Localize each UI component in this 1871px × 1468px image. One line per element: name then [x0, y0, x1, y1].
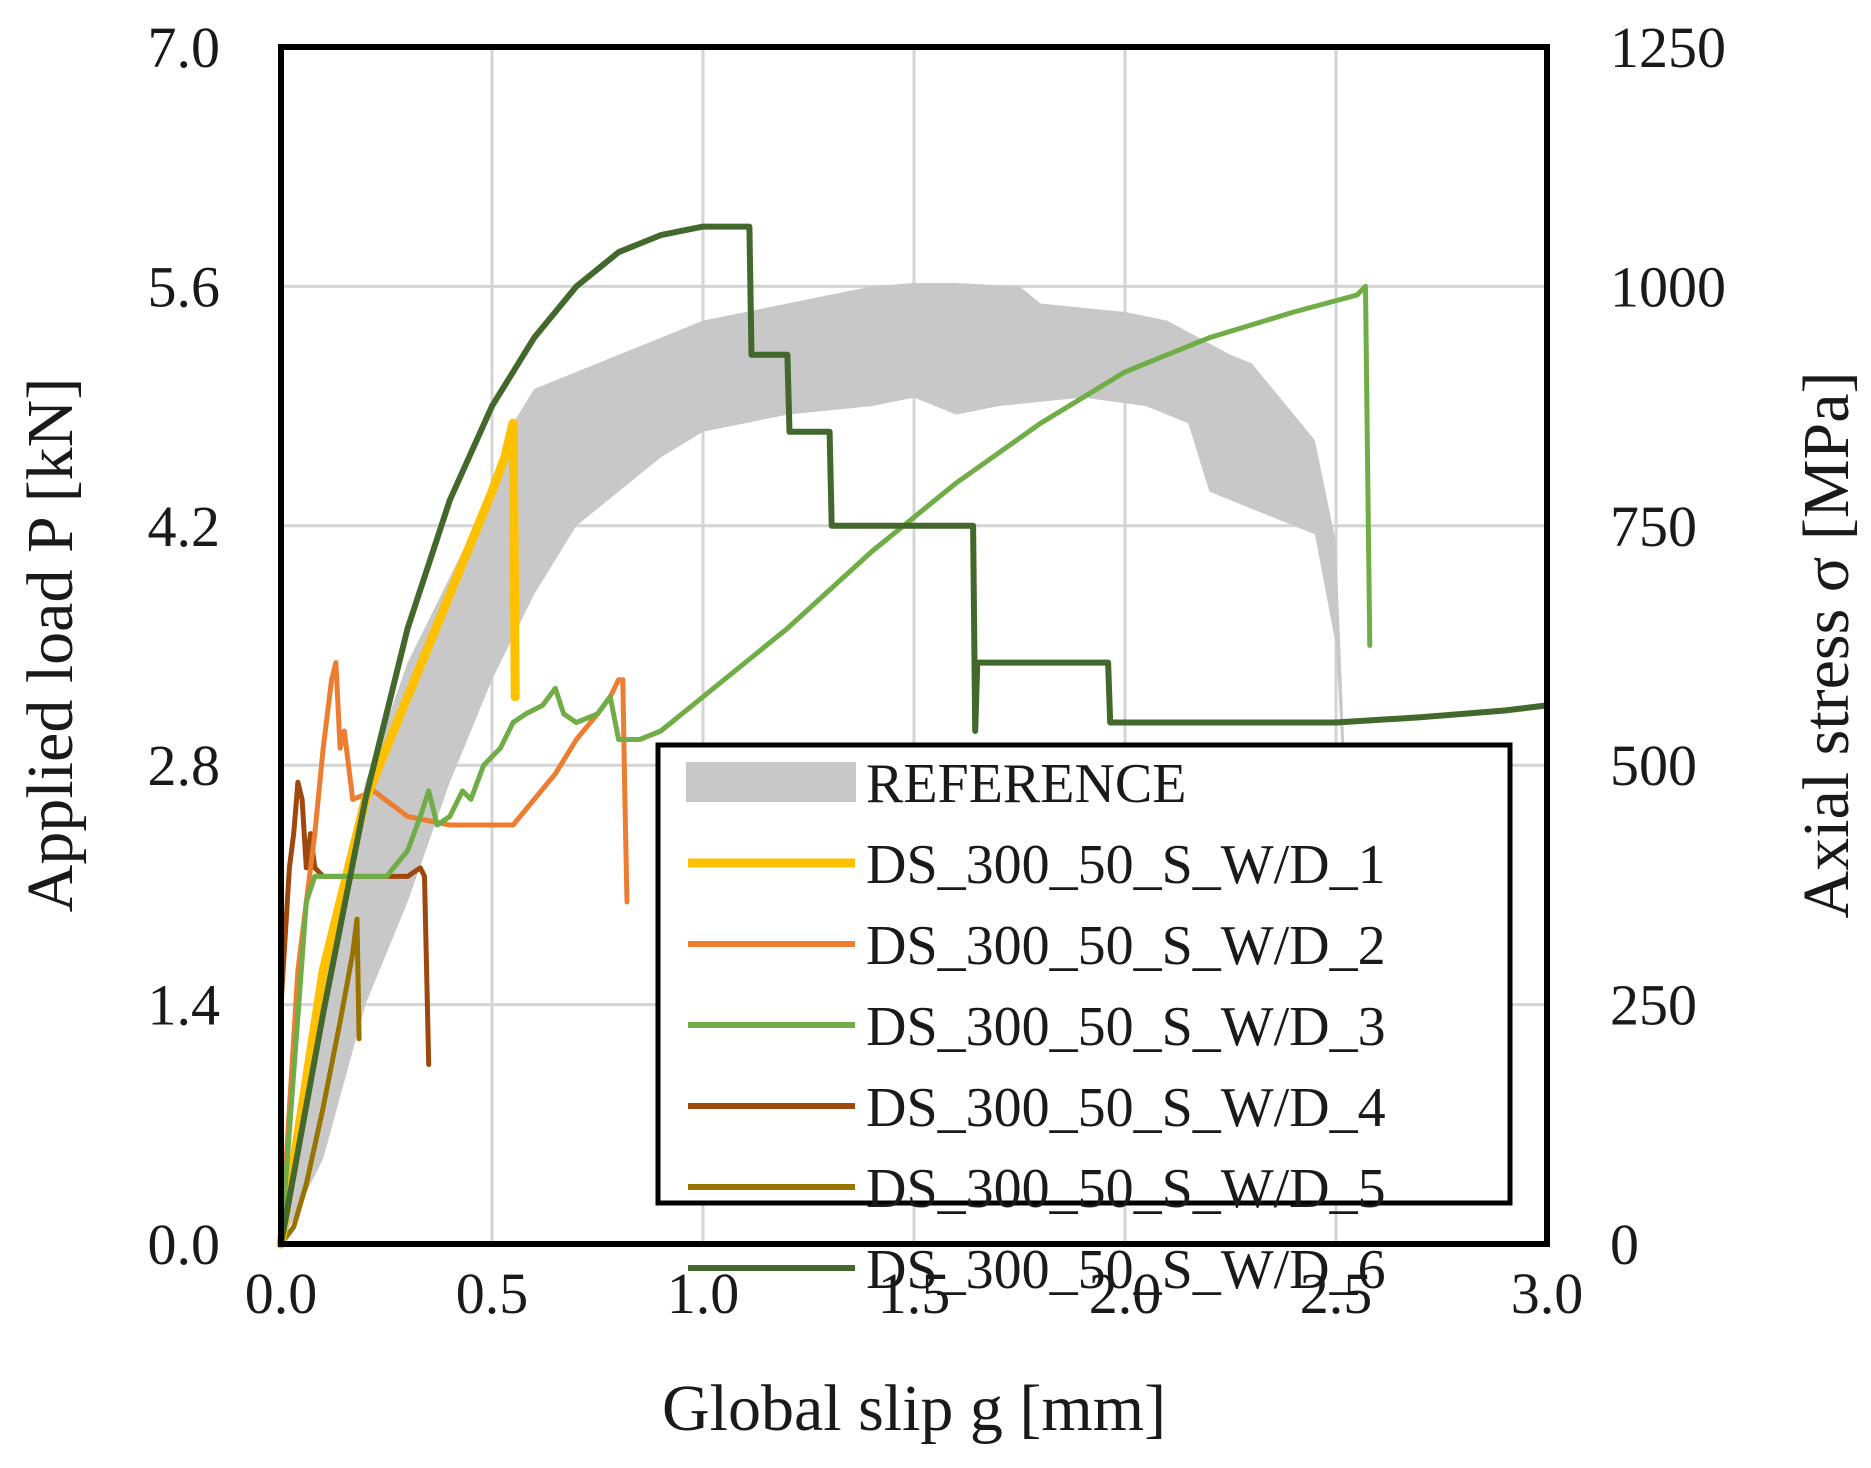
- legend-label-5: DS_300_50_S_W/D_5: [866, 1158, 1386, 1220]
- x-tick-label-0: 0.0: [245, 1261, 318, 1326]
- reference-band-area: [281, 283, 1463, 1244]
- x-tick-label-3: 1.5: [878, 1261, 951, 1326]
- plot-frame: [278, 44, 1550, 1247]
- legend-label-3: DS_300_50_S_W/D_3: [866, 996, 1386, 1058]
- legend-label-6: DS_300_50_S_W/D_6: [866, 1239, 1386, 1301]
- x-tick-label-2: 1.0: [667, 1261, 740, 1326]
- y-right-tick-label-3: 750: [1610, 494, 1697, 559]
- x-tick-labels: 0.0 0.5 1.0 1.5 2.0 2.5 3.0: [245, 1261, 1584, 1326]
- legend-swatch-reference: [686, 762, 856, 802]
- series-line-1: [276, 418, 520, 1249]
- legend-label-1: DS_300_50_S_W/D_1: [866, 834, 1386, 896]
- y-right-tick-label-2: 500: [1610, 733, 1697, 798]
- y-left-tick-label-0: 0.0: [148, 1212, 221, 1277]
- series-line-5: [278, 916, 362, 1247]
- y-left-tick-label-4: 5.6: [148, 254, 221, 319]
- y-left-tick-label-5: 7.0: [148, 15, 221, 80]
- y-right-tick-label-1: 250: [1610, 973, 1697, 1038]
- y-left-tick-label-3: 4.2: [148, 494, 221, 559]
- y-left-tick-label-1: 1.4: [148, 973, 221, 1038]
- series-line-2: [278, 660, 630, 1247]
- x-tick-label-4: 2.0: [1089, 1261, 1162, 1326]
- x-tick-label-5: 2.5: [1300, 1261, 1373, 1326]
- reference-band: [281, 283, 1463, 1244]
- y-right-tick-label-0: 0: [1610, 1212, 1639, 1277]
- y-left-tick-label-2: 2.8: [148, 733, 221, 798]
- y-right-axis-title: Axial stress σ [MPa]: [1790, 371, 1863, 918]
- series-line-3: [278, 283, 1373, 1247]
- legend-items: REFERENCE DS_300_50_S_W/D_1 DS_300_50_S_W/…: [686, 753, 1386, 1301]
- series-line-4: [278, 779, 432, 1067]
- legend: REFERENCE DS_300_50_S_W/D_1 DS_300_50_S_W/…: [655, 742, 1513, 1301]
- x-tick-label-1: 0.5: [456, 1261, 529, 1326]
- y-right-tick-labels: 0 250 500 750 1000 1250: [1610, 15, 1726, 1277]
- y-right-tick-label-4: 1000: [1610, 254, 1726, 319]
- series-lines: [276, 223, 1550, 1249]
- x-tick-label-6: 3.0: [1511, 1261, 1584, 1326]
- legend-box: [655, 742, 1513, 1206]
- y-left-tick-labels: 0.0 1.4 2.8 4.2 5.6 7.0: [148, 15, 221, 1277]
- legend-label-reference: REFERENCE: [866, 753, 1186, 815]
- legend-label-4: DS_300_50_S_W/D_4: [866, 1077, 1386, 1139]
- y-right-tick-label-5: 1250: [1610, 15, 1726, 80]
- y-left-axis-title: Applied load P [kN]: [14, 378, 87, 913]
- series-line-6: [278, 223, 1550, 1247]
- x-axis-title: Global slip g [mm]: [662, 1372, 1166, 1445]
- legend-label-2: DS_300_50_S_W/D_2: [866, 915, 1386, 977]
